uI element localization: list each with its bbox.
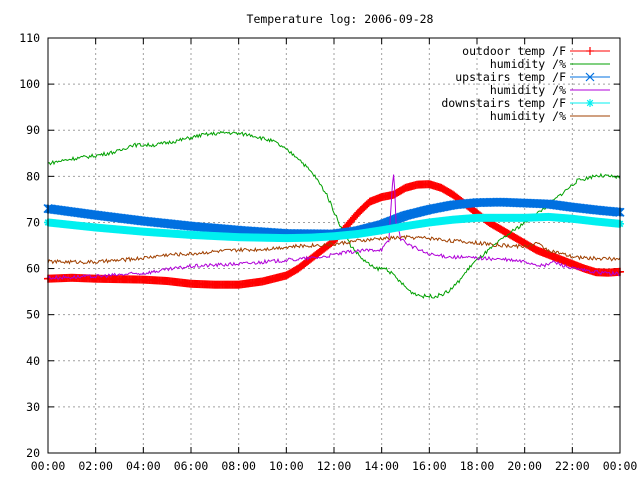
x-tick-label: 12:00 — [317, 459, 352, 473]
legend-item-outdoor-temp: outdoor temp /F — [462, 44, 610, 58]
data-marker — [611, 207, 621, 217]
chart-title: Temperature log: 2006-09-28 — [247, 12, 434, 26]
y-tick-label: 20 — [26, 446, 40, 460]
y-tick-label: 80 — [26, 169, 40, 183]
x-tick-label: 08:00 — [221, 459, 256, 473]
y-tick-label: 100 — [19, 77, 40, 91]
legend-label: outdoor temp /F — [462, 44, 566, 58]
x-tick-label: 10:00 — [269, 459, 304, 473]
y-tick-label: 90 — [26, 123, 40, 137]
axes: 20 30 40 50 60 70 80 90 100 110 00:00 02:00 04:00 06:… — [19, 31, 637, 473]
plot-frame — [47, 37, 621, 454]
data-marker — [585, 72, 595, 82]
x-tick-label: 22:00 — [555, 459, 590, 473]
legend-item-upstairs-humidity: humidity /% — [490, 83, 610, 97]
legend-item-downstairs-humidity: humidity /% — [490, 109, 610, 123]
legend-item-outdoor-humidity: humidity /% — [490, 57, 610, 71]
x-tick-label: 18:00 — [460, 459, 495, 473]
series-downstairs-humidity — [47, 234, 621, 265]
y-tick-label: 110 — [19, 31, 40, 45]
x-tick-label: 04:00 — [126, 459, 161, 473]
data-series — [43, 130, 625, 299]
x-tick-label: 20:00 — [507, 459, 542, 473]
series-upstairs-humidity — [47, 174, 621, 280]
x-tick-label: 02:00 — [78, 459, 113, 473]
x-tick-label: 14:00 — [364, 459, 399, 473]
legend-label: humidity /% — [490, 109, 566, 123]
y-tick-label: 70 — [26, 215, 40, 229]
legend-label: downstairs temp /F — [441, 96, 566, 110]
x-tick-label: 06:00 — [174, 459, 209, 473]
y-tick-label: 60 — [26, 262, 40, 276]
y-tick-label: 30 — [26, 400, 40, 414]
grid-lines — [48, 38, 620, 453]
y-tick-label: 50 — [26, 308, 40, 322]
y-tick-label: 40 — [26, 354, 40, 368]
legend-label: humidity /% — [490, 57, 566, 71]
series-line — [47, 174, 621, 280]
x-tick-label: 00:00 — [31, 459, 66, 473]
legend-label: upstairs temp /F — [455, 70, 566, 84]
data-marker — [614, 207, 624, 217]
x-tick-label: 16:00 — [412, 459, 447, 473]
legend-item-downstairs-temp: downstairs temp /F — [441, 96, 610, 110]
legend-item-upstairs-temp: upstairs temp /F — [455, 70, 610, 84]
x-tick-label: 00:00 — [603, 459, 638, 473]
legend-label: humidity /% — [490, 83, 566, 97]
series-line — [47, 234, 621, 265]
data-marker — [586, 99, 594, 107]
series-downstairs-temp — [44, 212, 624, 243]
